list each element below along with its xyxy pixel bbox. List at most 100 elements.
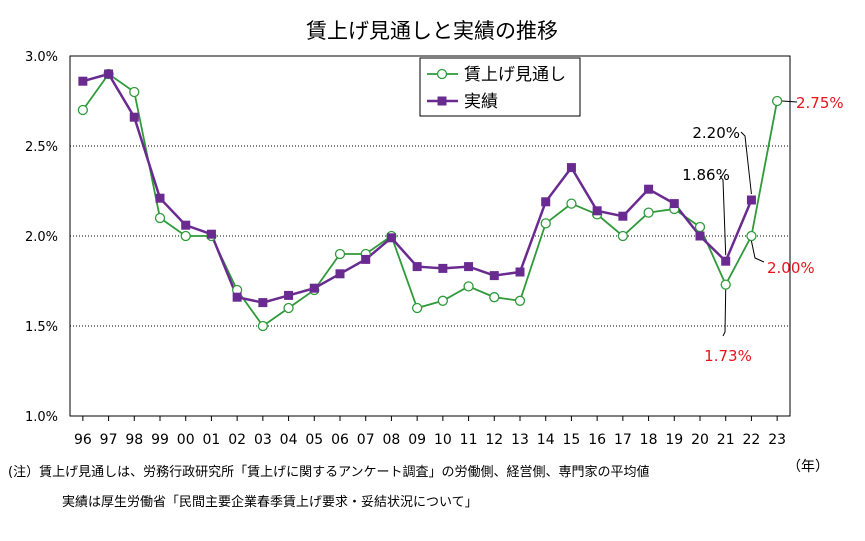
forecast-point [180, 230, 191, 242]
forecast-point [771, 95, 783, 107]
annotation-label: 1.73% [704, 347, 752, 365]
x-tick-label: 97 [100, 432, 118, 448]
actual-point [181, 220, 191, 230]
x-tick-label: 13 [511, 432, 529, 448]
actual-point [515, 267, 525, 277]
legend-box [419, 57, 581, 117]
forecast-point [617, 230, 629, 242]
x-tick-label: 06 [331, 432, 349, 448]
x-tick-label: 07 [357, 432, 375, 448]
actual-point [618, 211, 628, 221]
annotation-label: 2.00% [767, 259, 815, 277]
forecast-point [283, 302, 294, 314]
annotation-label: 1.86% [682, 166, 730, 184]
forecast-point [540, 218, 551, 229]
annotation-label: 2.20% [692, 124, 740, 142]
forecast-point [643, 207, 654, 218]
y-tick-label: 2.0% [25, 230, 58, 245]
leader-line [750, 240, 765, 263]
x-tick-label: 18 [640, 432, 658, 448]
forecast-point [257, 320, 269, 332]
actual-point [206, 229, 216, 239]
leader-line [782, 100, 798, 103]
legend-forecast-marker [436, 68, 448, 80]
actual-point [258, 298, 268, 308]
actual-point [361, 254, 371, 264]
actual-point [284, 290, 294, 300]
x-tick-label: 10 [434, 432, 452, 448]
x-tick-label: 23 [768, 432, 786, 448]
legend-actual-marker [437, 96, 447, 106]
y-tick-label: 1.5% [25, 320, 58, 335]
legend-forecast-label: 賃上げ見通し [464, 65, 566, 85]
x-tick-label: 11 [460, 432, 478, 448]
x-tick-label: 22 [743, 432, 761, 448]
actual-point [669, 199, 679, 209]
x-tick-label: 17 [614, 432, 632, 448]
forecast-point [77, 104, 89, 116]
actual-point [644, 184, 654, 194]
x-tick-label: 96 [74, 432, 92, 448]
annotation-label: 2.75% [796, 94, 844, 112]
actual-point [386, 233, 396, 243]
x-tick-label: 16 [588, 432, 606, 448]
forecast-point [489, 292, 500, 303]
forecast-point [129, 86, 140, 98]
x-tick-label: 08 [383, 432, 401, 448]
actual-point [438, 263, 448, 273]
forecast-point [437, 295, 449, 306]
forecast-point [720, 279, 731, 290]
x-tick-label: 21 [717, 432, 735, 448]
actual-point [721, 256, 731, 266]
actual-point [78, 76, 88, 86]
leader-line [719, 175, 727, 256]
plot-frame [69, 55, 791, 417]
actual-point [566, 163, 576, 173]
actual-point [746, 195, 756, 205]
x-tick-label: 15 [563, 432, 581, 448]
x-tick-label: 12 [485, 432, 503, 448]
y-tick-label: 3.0% [25, 50, 58, 65]
forecast-point [411, 302, 423, 314]
actual-point [412, 262, 422, 272]
x-unit-label: （年） [787, 459, 829, 475]
actual-point [309, 283, 319, 293]
actual-point [541, 197, 551, 207]
x-tick-label: 01 [203, 432, 221, 448]
forecast-point [334, 248, 346, 260]
x-tick-label: 09 [408, 432, 426, 448]
x-tick-label: 19 [665, 432, 683, 448]
x-tick-label: 00 [177, 432, 195, 448]
x-tick-label: 05 [305, 432, 323, 448]
y-tick-label: 1.0% [25, 410, 58, 425]
forecast-point [566, 198, 577, 209]
x-tick-label: 02 [228, 432, 246, 448]
actual-point [335, 269, 345, 279]
actual-point [104, 69, 114, 79]
x-tick-label: 99 [151, 432, 169, 448]
actual-point [592, 206, 602, 216]
x-tick-label: 04 [280, 432, 298, 448]
actual-point [129, 112, 139, 122]
actual-point [232, 292, 242, 302]
actual-point [155, 193, 165, 203]
source-note-2: 実績は厚生労働省「民間主要企業春季賃上げ要求・妥結状況について」 [62, 495, 478, 510]
actual-point [489, 271, 499, 281]
x-tick-label: 03 [254, 432, 272, 448]
source-note-1: (注）賃上げ見通しは、労務行政研究所「賃上げに関するアンケート調査」の労働側、経… [8, 465, 650, 480]
series-line-forecast [82, 72, 778, 328]
x-tick-label: 98 [125, 432, 143, 448]
chart-title: 賃上げ見通しと実績の推移 [306, 19, 558, 43]
forecast-point [514, 295, 526, 306]
forecast-point [746, 230, 757, 242]
forecast-point [154, 212, 166, 224]
legend-actual-label: 実績 [464, 92, 498, 112]
forecast-point [463, 281, 474, 292]
x-tick-label: 20 [691, 432, 709, 448]
actual-point [464, 262, 474, 272]
leader-line [740, 131, 752, 195]
forecast-point [694, 221, 706, 233]
leader-line [722, 289, 727, 337]
x-tick-label: 14 [537, 432, 555, 448]
